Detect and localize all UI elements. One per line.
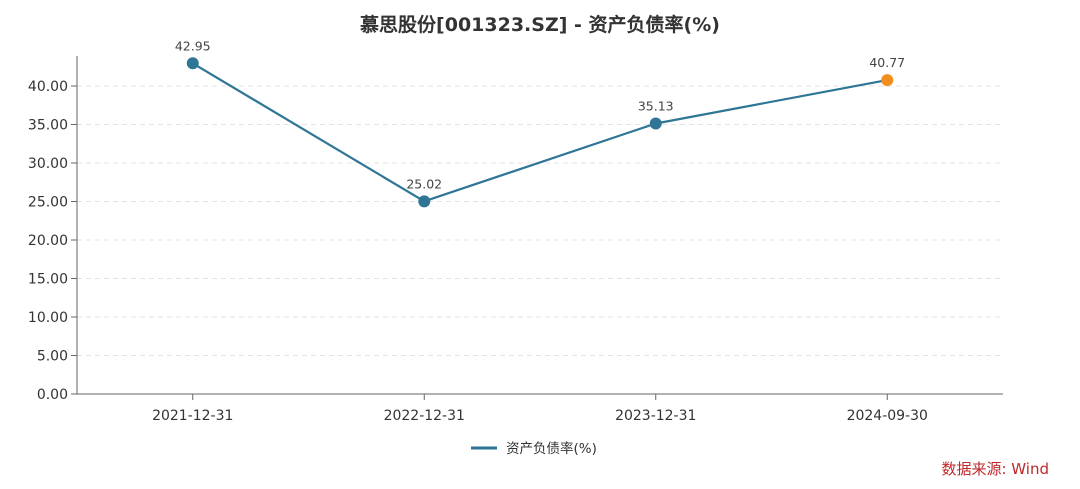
data-point (881, 74, 894, 87)
y-tick-label: 35.00 (28, 118, 68, 134)
y-tick-label: 0.00 (37, 387, 68, 403)
chart-title: 慕思股份[001323.SZ] - 资产负债率(%) (360, 13, 720, 36)
y-tick-label: 20.00 (28, 233, 68, 249)
legend: 资产负债率(%) (471, 440, 597, 457)
data-label: 35.13 (638, 98, 674, 113)
x-tick-label: 2024-09-30 (847, 408, 928, 424)
x-tick-label: 2021-12-31 (152, 408, 233, 424)
data-labels: 42.95 25.02 35.13 40.77 (175, 38, 905, 191)
x-tick-label: 2023-12-31 (615, 408, 696, 424)
y-tick-label: 15.00 (28, 272, 68, 288)
series-points (186, 57, 894, 208)
series-line-group (192, 62, 888, 203)
data-point (649, 117, 662, 130)
y-tick-label: 40.00 (28, 79, 68, 95)
y-tick-label: 10.00 (28, 310, 68, 326)
data-label: 40.77 (869, 55, 905, 70)
data-label: 42.95 (175, 38, 211, 53)
data-source-label: 数据来源: Wind (941, 460, 1049, 478)
data-point (186, 57, 199, 70)
axes (71, 56, 1003, 400)
series-line (192, 62, 888, 203)
grid-lines (77, 85, 1003, 356)
data-point (418, 195, 431, 208)
y-axis-tick-labels: 0.00 5.00 10.00 15.00 20.00 25.00 30.00 35.00 40… (28, 79, 68, 403)
x-tick-label: 2022-12-31 (384, 408, 465, 424)
y-tick-label: 30.00 (28, 156, 68, 172)
x-axis-tick-labels: 2021-12-31 2022-12-31 2023-12-31 2024-09-30 (152, 408, 928, 424)
data-label: 25.02 (406, 176, 442, 191)
y-tick-label: 5.00 (37, 349, 68, 365)
y-tick-label: 25.00 (28, 195, 68, 211)
legend-label: 资产负债率(%) (506, 440, 597, 457)
